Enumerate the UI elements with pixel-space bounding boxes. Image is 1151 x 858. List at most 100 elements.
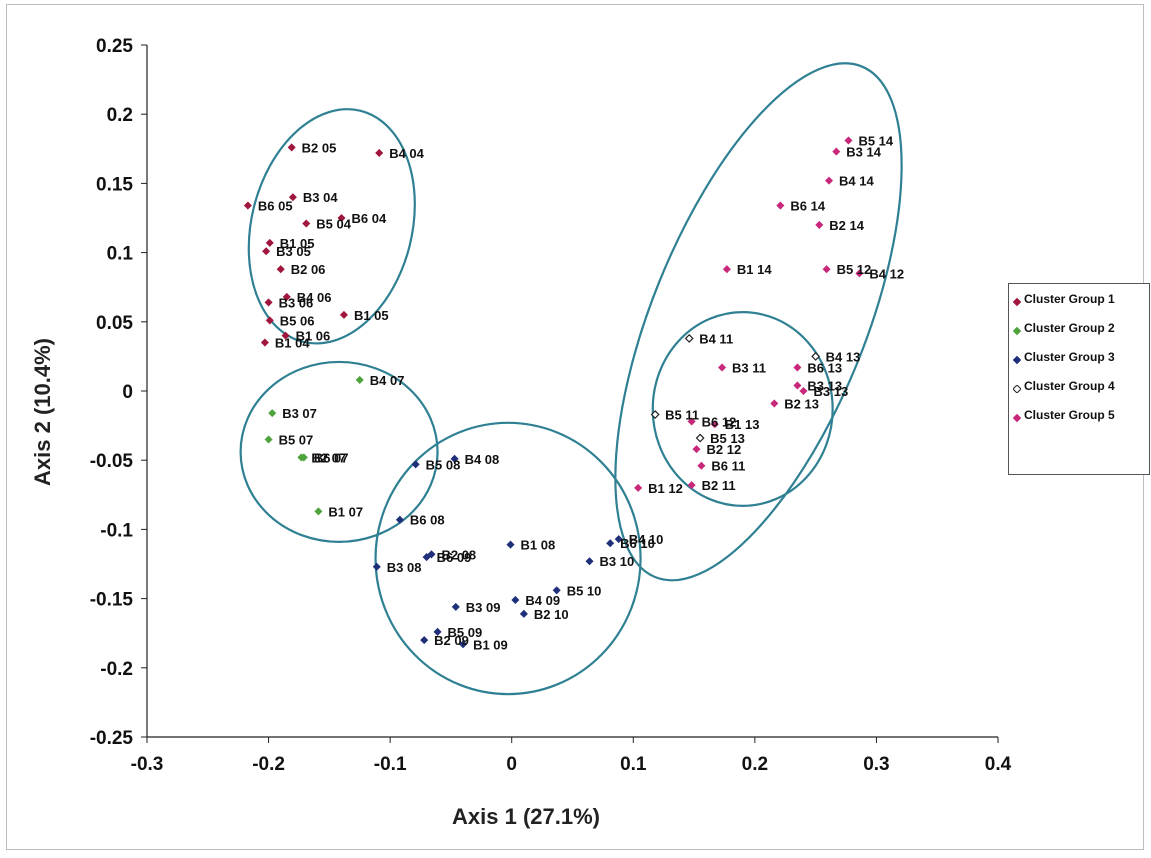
data-point: [281, 331, 290, 340]
point-label: B6 13: [807, 360, 842, 375]
data-point: [264, 298, 273, 307]
point-label: B2 05: [302, 140, 337, 155]
legend-item: Cluster Group 4: [1012, 379, 1115, 394]
point-label: B2 10: [534, 607, 569, 622]
point-label: B2 07: [311, 450, 346, 465]
data-point: [722, 265, 731, 274]
point-label: B6 07: [314, 450, 349, 465]
cluster-ellipse: [247, 108, 416, 345]
point-label: B5 08: [426, 457, 461, 472]
point-label: B3 05: [276, 244, 311, 259]
y-tick-label: -0.05: [90, 451, 134, 472]
point-label: B1 12: [648, 481, 683, 496]
data-point: [262, 247, 271, 256]
data-point: [824, 176, 834, 185]
x-axis-title: Axis 1 (27.1%): [452, 804, 600, 829]
point-label: B3 09: [466, 600, 501, 615]
data-point: [264, 435, 273, 444]
point-label: B1 06: [296, 329, 331, 344]
y-tick-label: 0.2: [107, 105, 133, 126]
data-point: [276, 265, 285, 274]
data-point: [614, 535, 623, 544]
y-tick-label: 0.25: [96, 36, 133, 57]
legend-marker: [1012, 324, 1022, 336]
point-label: B4 14: [839, 174, 874, 189]
point-label: B2 13: [784, 396, 819, 411]
x-tick-label: -0.1: [374, 754, 407, 775]
point-label: B6 14: [790, 199, 825, 214]
legend: Cluster Group 1 Cluster Group 2 Cluster Gr…: [1008, 283, 1150, 475]
cluster-ellipse: [239, 360, 439, 543]
point-label: B1 07: [328, 504, 363, 519]
point-label: B2 12: [707, 442, 742, 457]
data-point: [459, 640, 468, 649]
point-label: B2 14: [829, 218, 864, 233]
data-point: [799, 386, 808, 396]
point-label: B5 04: [316, 217, 351, 232]
data-point: [687, 481, 696, 490]
data-point: [339, 310, 348, 319]
data-point: [634, 483, 643, 492]
y-tick-label: 0.1: [107, 244, 134, 265]
legend-label: Cluster Group 4: [1024, 379, 1115, 393]
data-point: [314, 507, 323, 516]
data-point: [302, 219, 311, 228]
point-label: B3 13: [813, 384, 848, 399]
data-point: [511, 595, 520, 605]
data-point: [815, 220, 824, 229]
point-label: B2 11: [702, 478, 736, 493]
x-tick-label: 0.1: [620, 754, 647, 775]
data-point: [265, 238, 274, 247]
point-label: B4 06: [297, 290, 332, 305]
point-label: B6 08: [410, 513, 445, 528]
data-point: [427, 550, 436, 559]
point-label: B3 13: [807, 378, 842, 393]
legend-label: Cluster Group 2: [1024, 321, 1115, 335]
x-tick-label: 0.2: [742, 754, 768, 775]
legend-item: Cluster Group 5: [1012, 408, 1115, 423]
data-point: [287, 143, 296, 152]
data-point: [684, 333, 694, 343]
point-label: B2 09: [434, 633, 469, 648]
data-point: [811, 351, 821, 361]
legend-label: Cluster Group 3: [1024, 350, 1115, 364]
data-point: [355, 375, 364, 384]
point-label: B1 09: [473, 637, 508, 652]
data-point: [844, 136, 853, 145]
data-point: [697, 461, 706, 470]
point-label: B3 10: [600, 554, 635, 569]
point-label: B1 05: [354, 308, 389, 323]
point-label: B1 04: [275, 336, 310, 351]
point-label: B4 13: [826, 349, 861, 364]
legend-marker: [1012, 295, 1022, 307]
data-point: [260, 338, 269, 347]
data-point: [288, 193, 297, 202]
data-point: [420, 636, 429, 645]
point-label: B5 11: [665, 408, 699, 423]
y-tick-label: -0.15: [90, 590, 134, 611]
data-point: [710, 420, 719, 429]
x-tick-label: -0.2: [252, 754, 285, 775]
point-label: B2 06: [291, 262, 326, 277]
point-label: B6 05: [258, 199, 293, 214]
legend-item: Cluster Group 3: [1012, 350, 1115, 365]
point-label: B6 10: [620, 536, 655, 551]
data-point: [282, 292, 291, 301]
point-label: B5 14: [858, 133, 893, 148]
point-label: B5 06: [280, 313, 315, 328]
data-point: [793, 381, 802, 390]
data-point: [506, 540, 515, 549]
legend-marker: [1012, 382, 1022, 394]
point-label: B4 04: [389, 146, 424, 161]
point-label: B5 09: [448, 625, 483, 640]
cluster-ellipse: [651, 311, 834, 507]
point-label: B4 11: [699, 331, 733, 346]
data-point: [450, 454, 459, 463]
point-label: B3 14: [846, 145, 881, 160]
y-tick-label: 0.05: [96, 313, 133, 334]
y-tick-label: 0: [122, 382, 133, 403]
point-label: B6 09: [437, 550, 472, 565]
data-point: [422, 553, 431, 562]
point-label: B1 08: [520, 538, 555, 553]
data-point: [265, 316, 274, 325]
